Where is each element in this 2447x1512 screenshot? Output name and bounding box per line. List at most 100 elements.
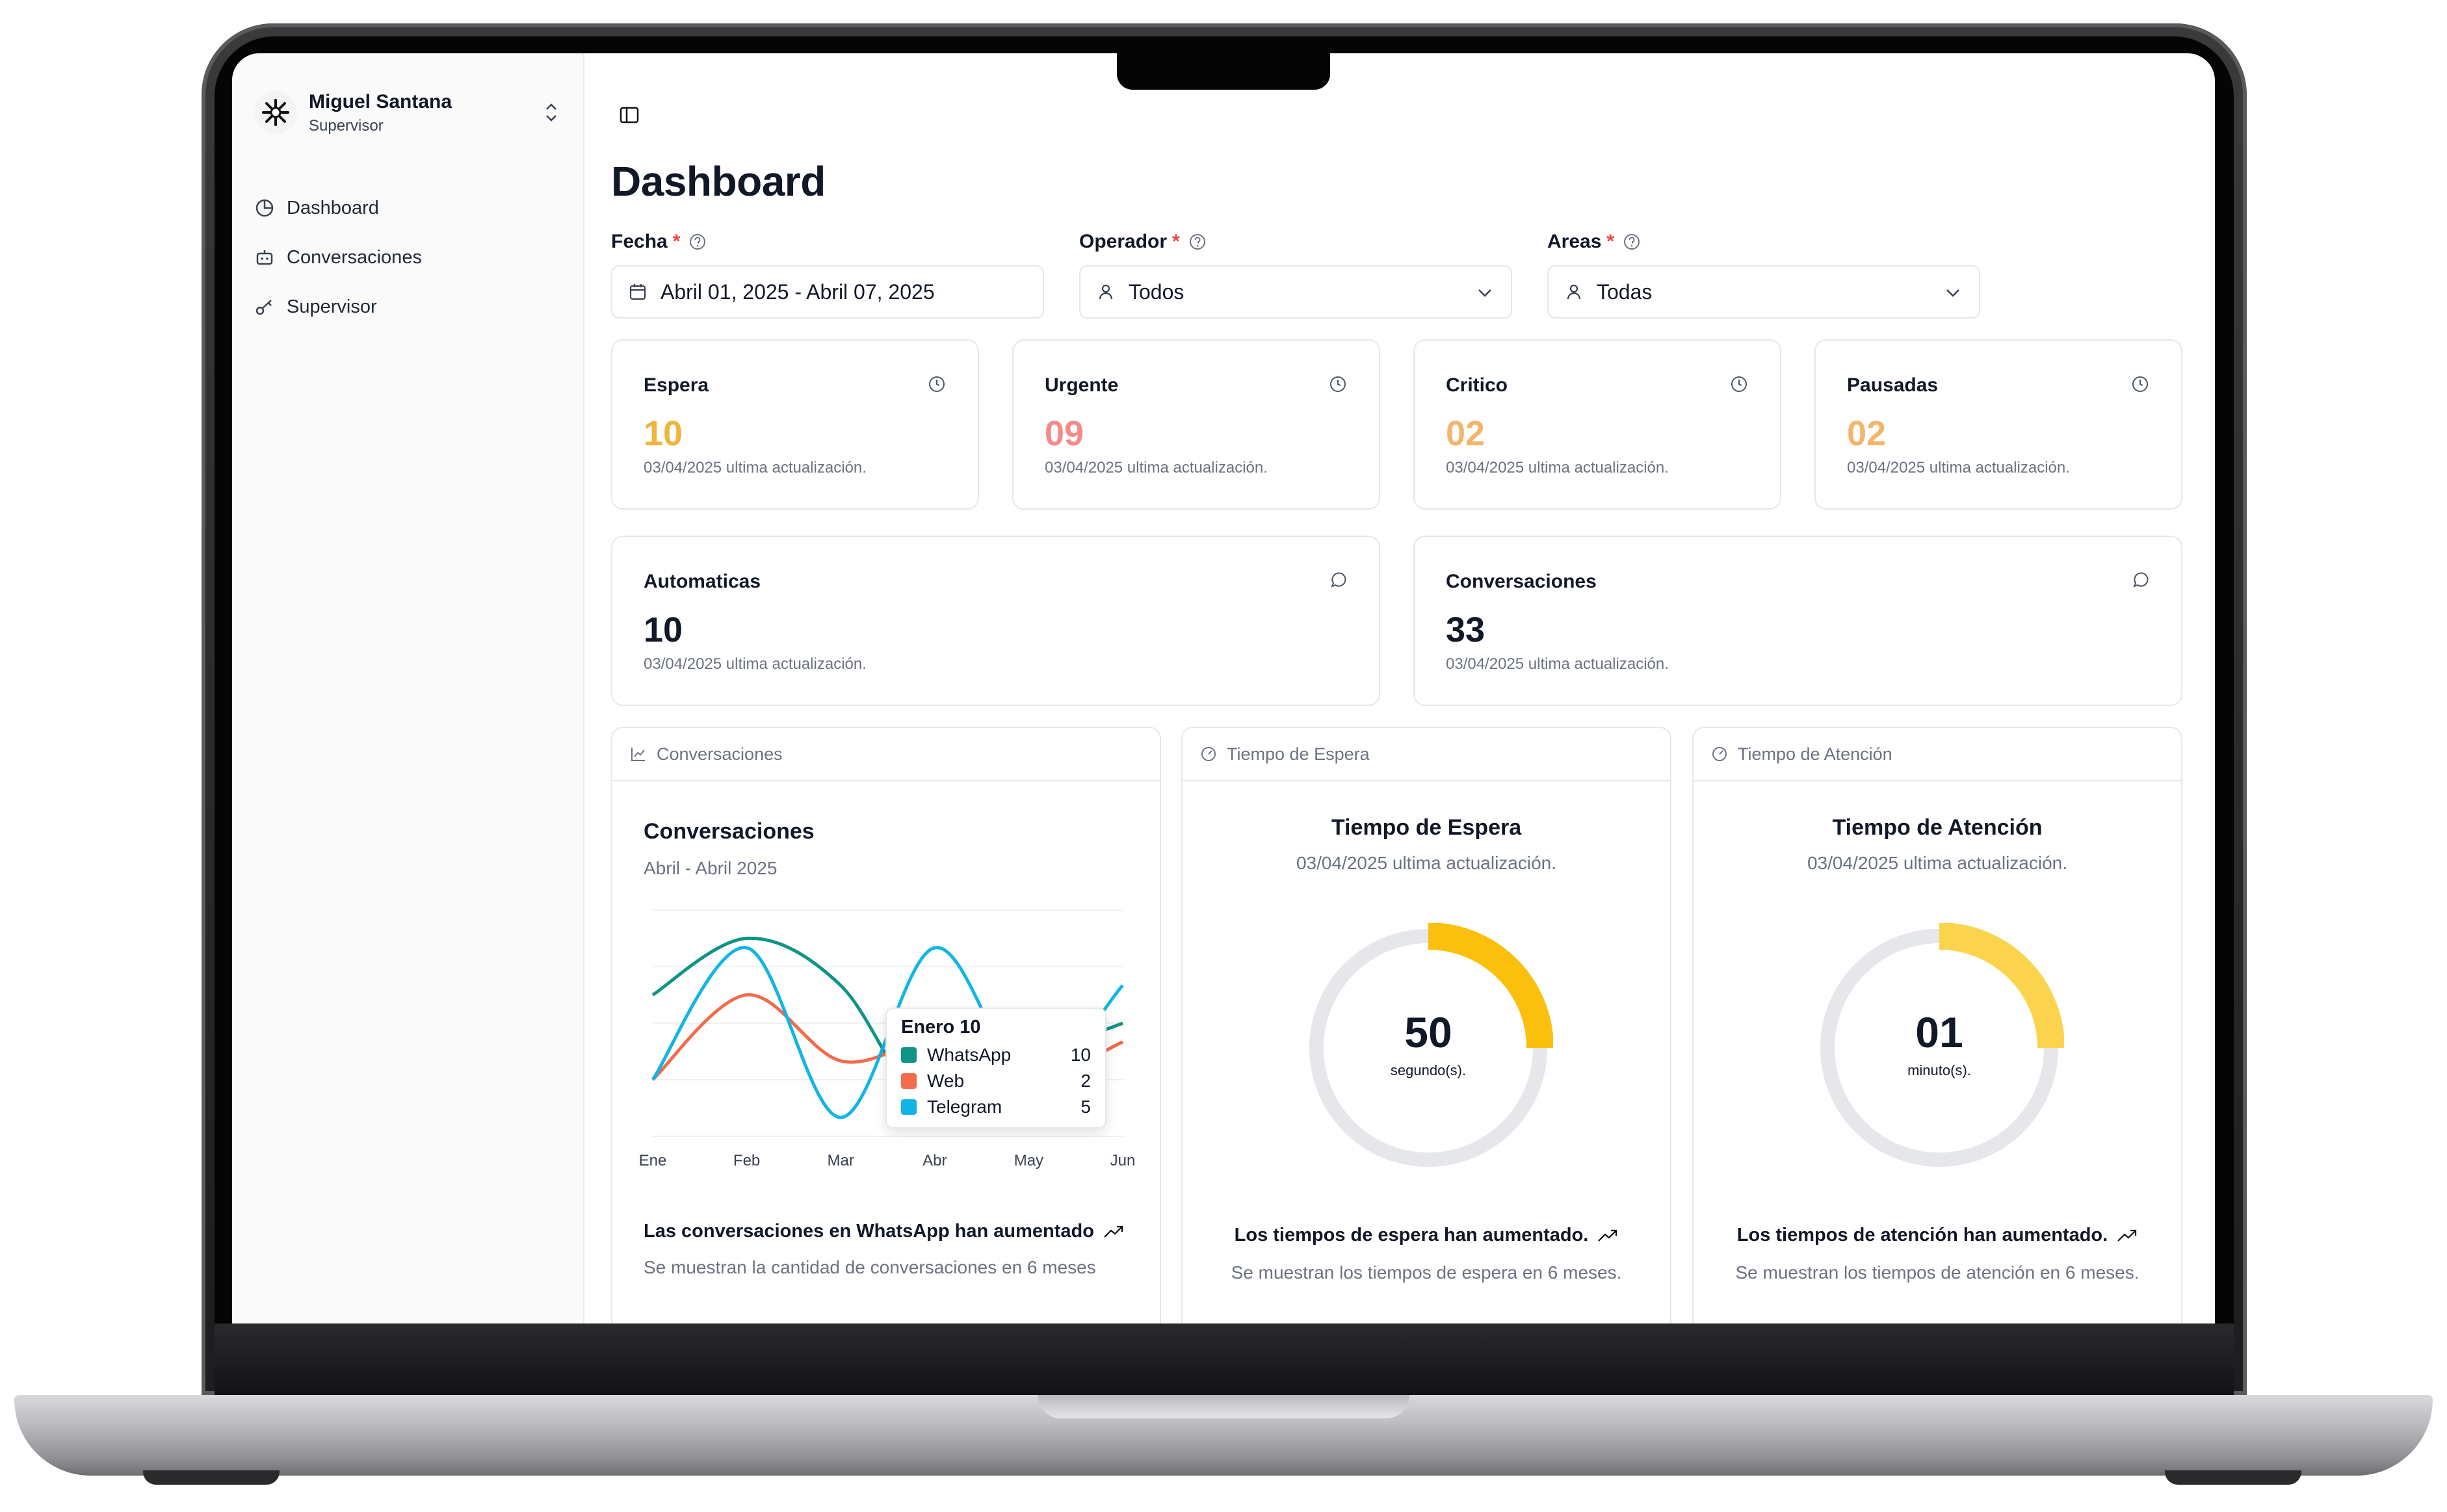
attention-time-panel: Tiempo de Atención Tiempo de Atención 03… <box>1692 727 2182 1323</box>
tooltip-series-name: Telegram <box>927 1097 1002 1117</box>
wait-time-panel: Tiempo de Espera Tiempo de Espera 03/04/… <box>1181 727 1671 1323</box>
panel-title: Tiempo de Espera <box>1331 815 1522 840</box>
user-icon <box>1099 284 1113 300</box>
trend-text: Los tiempos de espera han aumentado. <box>1234 1225 1589 1245</box>
help-circle-icon[interactable] <box>1622 232 1642 252</box>
required-mark: * <box>672 231 681 252</box>
user-name: Miguel Santana <box>309 91 452 112</box>
panel-subtitle: Abril - Abril 2025 <box>644 858 778 878</box>
panel-footer-subtitle: Se muestran los tiempos de espera en 6 m… <box>1231 1262 1622 1283</box>
x-tick-label: Jun <box>1110 1152 1136 1169</box>
date-filter-label: Fecha <box>611 231 668 252</box>
brand-logo-icon <box>262 99 289 126</box>
help-circle-icon[interactable] <box>688 232 707 252</box>
user-icon <box>1567 284 1581 300</box>
stat-value: 33 <box>1446 610 1485 649</box>
operator-filter: Operador * Todos <box>1079 229 1512 319</box>
tooltip-series-name: WhatsApp <box>927 1045 1012 1065</box>
stat-updated: 03/04/2025 ultima actualización. <box>1446 655 1669 673</box>
date-range-picker[interactable]: Abril 01, 2025 - Abril 07, 2025 <box>611 265 1044 319</box>
stat-updated: 03/04/2025 ultima actualización. <box>644 655 867 673</box>
panel-subtitle: 03/04/2025 ultima actualización. <box>1807 853 2068 873</box>
stat-card-critico: Critico 02 03/04/2025 ultima actualizaci… <box>1413 339 1781 510</box>
panel-header-label: Tiempo de Espera <box>1227 744 1370 764</box>
camera-notch <box>1117 53 1330 90</box>
panel-header: Tiempo de Atención <box>1694 728 2181 781</box>
x-tick-label: Ene <box>638 1152 667 1169</box>
trending-up-icon <box>1598 1229 1617 1242</box>
panel-header-label: Conversaciones <box>657 744 783 764</box>
panel-title: Tiempo de Atención <box>1832 815 2043 840</box>
operator-select[interactable]: Todos <box>1079 265 1512 319</box>
panel-footer-subtitle: Se muestran la cantidad de conversacione… <box>644 1257 1096 1277</box>
stat-updated: 03/04/2025 ultima actualización. <box>1446 459 1669 476</box>
clock-icon <box>2132 376 2148 392</box>
trend-text: Los tiempos de atención han aumentado. <box>1736 1225 2108 1245</box>
required-mark: * <box>1172 231 1180 252</box>
panel-footer-subtitle: Se muestran los tiempos de atención en 6… <box>1735 1262 2139 1283</box>
user-switcher[interactable]: Miguel Santana Supervisor <box>254 87 566 139</box>
date-range-value: Abril 01, 2025 - Abril 07, 2025 <box>661 280 935 304</box>
stat-title: Conversaciones <box>1446 571 1597 592</box>
x-tick-label: Mar <box>827 1152 854 1169</box>
gauge-unit: segundo(s). <box>1390 1062 1467 1078</box>
conversations-chart-panel: Conversaciones Conversaciones Abril - Ab… <box>611 727 1161 1323</box>
legend-swatch <box>901 1047 917 1063</box>
tooltip-series-name: Web <box>927 1071 965 1091</box>
sidebar: Miguel Santana Supervisor Dashboard <box>232 53 584 1323</box>
panel-footer-title: Los tiempos de espera han aumentado. <box>1183 1225 1670 1246</box>
stat-card-conversaciones: Conversaciones 33 03/04/2025 ultima actu… <box>1413 536 2182 706</box>
app-screen: Miguel Santana Supervisor Dashboard <box>232 53 2215 1323</box>
tooltip-series-value: 10 <box>1070 1045 1091 1065</box>
pie-chart-icon <box>255 199 274 217</box>
tooltip-row-web: Web 2 <box>901 1068 1091 1094</box>
x-tick-label: Feb <box>733 1152 761 1169</box>
sidebar-toggle-icon[interactable] <box>618 104 640 126</box>
stat-value: 02 <box>1847 414 1887 453</box>
calendar-icon <box>629 284 646 300</box>
main-content: Dashboard Fecha * <box>583 53 2215 1323</box>
x-tick-label: Abr <box>923 1152 947 1169</box>
stat-card-automaticas: Automaticas 10 03/04/2025 ultima actuali… <box>611 536 1380 706</box>
required-mark: * <box>1606 231 1615 252</box>
stat-title: Critico <box>1446 374 1508 396</box>
sidebar-item-supervisor[interactable]: Supervisor <box>254 282 422 332</box>
tooltip-series-value: 5 <box>1080 1097 1091 1117</box>
sidebar-item-conversaciones[interactable]: Conversaciones <box>254 233 422 282</box>
x-axis-ticks: Ene Feb Mar Abr May Jun <box>612 1152 1162 1178</box>
stat-title: Automaticas <box>644 571 761 592</box>
stat-card-pausadas: Pausadas 02 03/04/2025 ultima actualizac… <box>1814 339 2182 510</box>
stat-value: 10 <box>644 414 683 453</box>
gauge-icon <box>1201 747 1216 761</box>
user-role: Supervisor <box>309 117 384 135</box>
panel-header-label: Tiempo de Atención <box>1738 744 1892 764</box>
attention-time-gauge: 01 minuto(s). <box>1814 922 2065 1173</box>
stat-value: 10 <box>644 610 683 649</box>
panel-subtitle: 03/04/2025 ultima actualización. <box>1296 853 1557 873</box>
sidebar-item-dashboard[interactable]: Dashboard <box>254 183 422 233</box>
areas-select[interactable]: Todas <box>1547 265 1980 319</box>
sidebar-item-label: Dashboard <box>287 197 379 218</box>
chart-tooltip: Enero 10 WhatsApp 10 Web 2 Telegram 5 <box>885 1008 1106 1128</box>
page-title: Dashboard <box>611 158 826 205</box>
legend-swatch <box>901 1099 917 1115</box>
line-chart-icon <box>631 748 645 761</box>
operator-value: Todos <box>1129 280 1184 304</box>
message-circle-icon <box>1331 572 1346 588</box>
tooltip-row-whatsapp: WhatsApp 10 <box>901 1042 1091 1068</box>
laptop-base-opening <box>1038 1395 1409 1418</box>
clock-icon <box>929 376 945 392</box>
laptop-foot-right <box>2165 1470 2301 1485</box>
stat-title: Espera <box>644 374 709 396</box>
message-circle-icon <box>2133 572 2149 588</box>
clock-icon <box>1330 376 1346 392</box>
legend-swatch <box>901 1073 917 1089</box>
x-tick-label: May <box>1014 1152 1044 1169</box>
trending-up-icon <box>1104 1225 1123 1238</box>
help-circle-icon[interactable] <box>1188 232 1207 252</box>
operator-filter-label: Operador <box>1079 231 1168 252</box>
stat-value: 02 <box>1446 414 1485 453</box>
avatar <box>254 91 297 134</box>
wait-time-gauge: 50 segundo(s). <box>1303 922 1554 1173</box>
stat-title: Pausadas <box>1847 374 1939 396</box>
